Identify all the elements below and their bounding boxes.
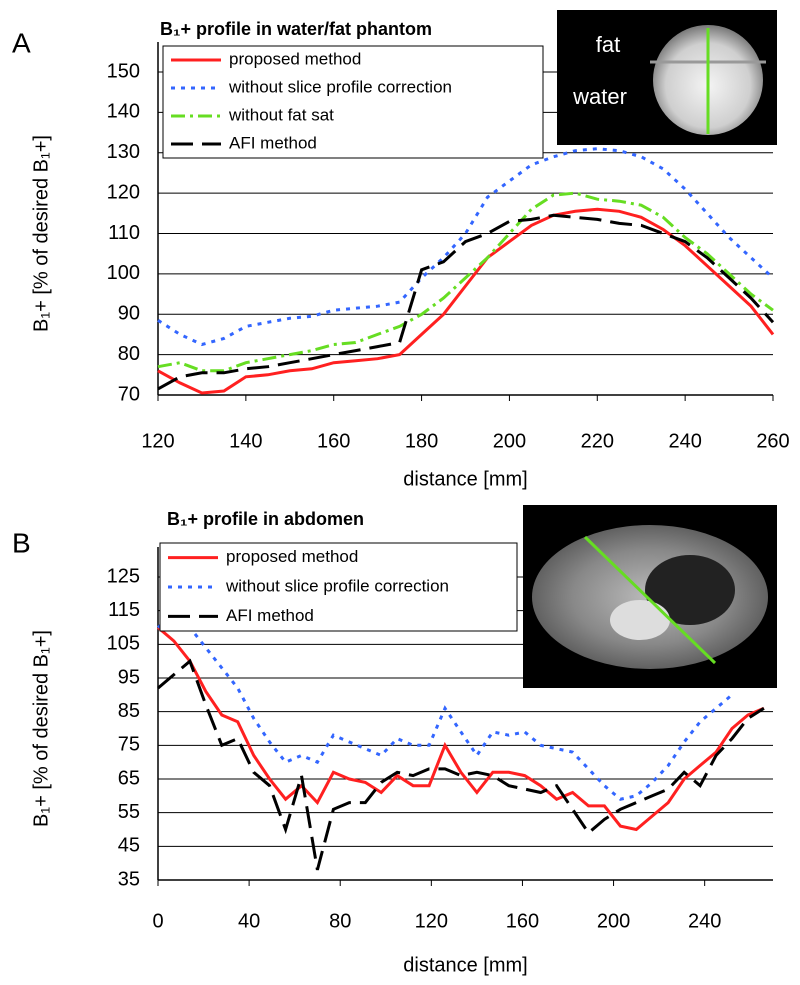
y-tick-label: 130	[107, 141, 140, 163]
legend-box	[159, 542, 518, 632]
legend-label: proposed method	[229, 49, 361, 68]
series-line	[157, 626, 765, 832]
legend-label: proposed method	[226, 547, 358, 566]
y-tick-label: 125	[107, 565, 140, 587]
chart-title: B₁+ profile in abdomen	[167, 509, 364, 529]
series-line	[157, 612, 733, 801]
series-line	[157, 213, 775, 391]
y-tick-label: 150	[107, 60, 140, 82]
legend-label: without slice profile correction	[225, 576, 449, 595]
y-tick-label: 75	[118, 734, 140, 756]
y-tick-label: 80	[118, 343, 140, 365]
series-line	[157, 658, 765, 871]
y-tick-label: 115	[108, 599, 140, 621]
x-tick-label: 40	[238, 910, 260, 932]
legend-label: AFI method	[226, 606, 314, 625]
legend-label: AFI method	[229, 133, 317, 152]
y-tick-label: 105	[107, 633, 140, 655]
y-tick-label: 70	[118, 383, 140, 405]
x-tick-label: 200	[493, 430, 526, 452]
x-tick-label: 260	[756, 430, 789, 452]
y-tick-label: 45	[118, 835, 140, 857]
x-tick-label: 180	[405, 430, 438, 452]
y-tick-label: 35	[118, 868, 140, 890]
x-tick-label: 120	[141, 430, 174, 452]
y-tick-label: 55	[118, 801, 140, 823]
x-tick-label: 200	[597, 910, 630, 932]
y-tick-label: 140	[107, 101, 140, 123]
legend: proposed method without slice profile cor…	[159, 542, 518, 632]
x-tick-label: 240	[668, 430, 701, 452]
x-tick-label: 220	[581, 430, 614, 452]
legend-label: without slice profile correction	[228, 77, 452, 96]
legend-label: without fat sat	[228, 105, 334, 124]
y-tick-label: 65	[118, 767, 140, 789]
y-tick-label: 85	[118, 700, 140, 722]
y-axis-label: B₁+ [% of desired B₁+]	[30, 630, 52, 827]
y-tick-label: 110	[108, 222, 140, 244]
legend: proposed method without slice profile cor…	[162, 45, 544, 159]
x-tick-label: 0	[152, 910, 163, 932]
chart-title: B₁+ profile in water/fat phantom	[160, 19, 432, 39]
x-axis-label: distance [mm]	[403, 954, 527, 976]
legend-box	[162, 45, 544, 159]
inset-label: water	[572, 84, 627, 109]
panel-label: B	[12, 527, 31, 558]
x-tick-label: 140	[229, 430, 262, 452]
y-tick-label: 120	[107, 181, 140, 203]
x-tick-label: 80	[329, 910, 351, 932]
x-tick-label: 160	[506, 910, 539, 932]
x-tick-label: 160	[317, 430, 350, 452]
y-tick-label: 100	[107, 262, 140, 284]
x-axis-label: distance [mm]	[403, 468, 527, 490]
inset-image-a: fat water	[557, 10, 777, 145]
panel-label: A	[12, 27, 31, 58]
series-line	[157, 147, 775, 347]
y-axis-label: B₁+ [% of desired B₁+]	[30, 135, 52, 332]
inset-image-b	[523, 505, 777, 688]
x-tick-label: 120	[415, 910, 448, 932]
y-tick-label: 95	[118, 666, 140, 688]
x-tick-label: 240	[688, 910, 721, 932]
series-line	[157, 191, 774, 373]
inset-label: fat	[596, 32, 620, 57]
y-tick-label: 90	[118, 303, 140, 325]
